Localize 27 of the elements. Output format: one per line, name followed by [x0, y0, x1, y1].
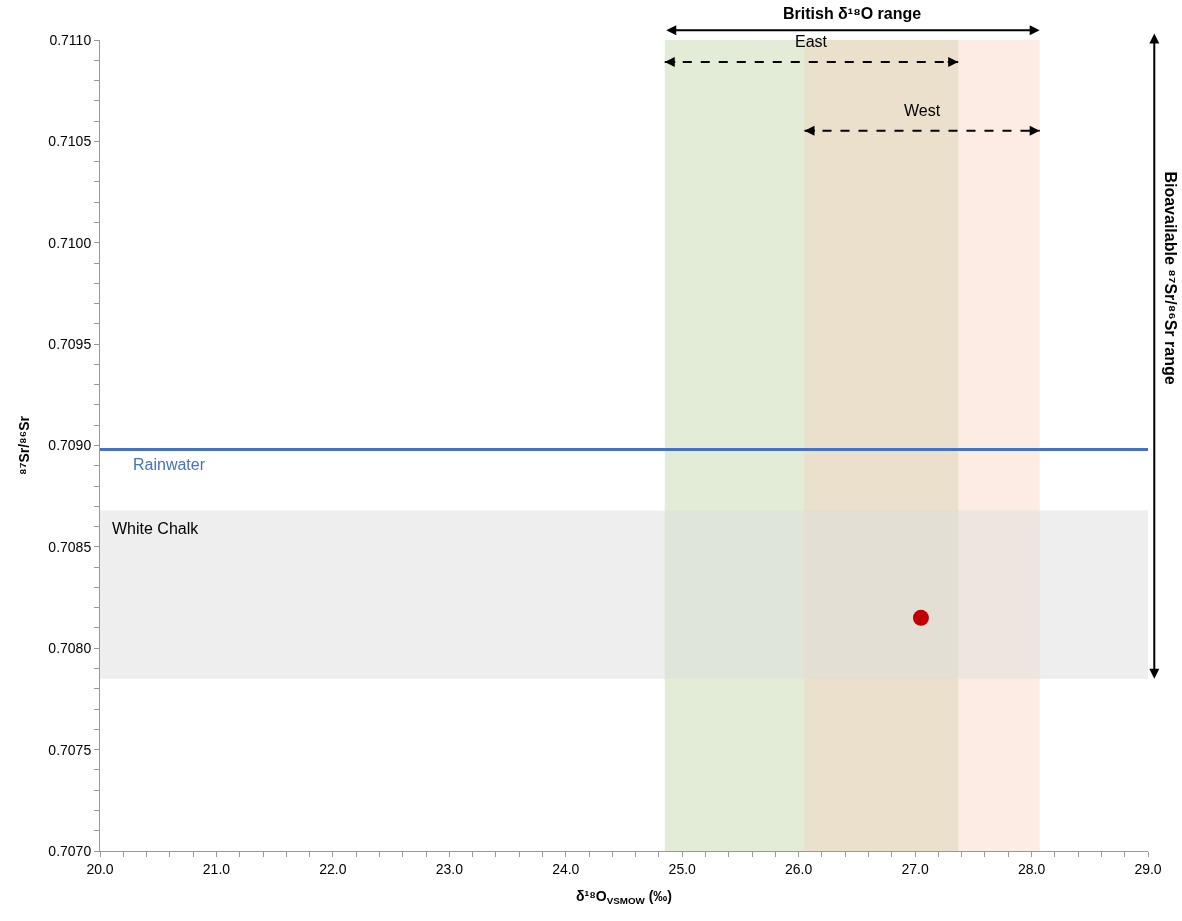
x-tick-label: 23.0 — [435, 860, 464, 877]
y-tick-label: 0.7105 — [48, 133, 92, 150]
x-axis-title: δ¹⁸O$_{VSMOW}$ (‰) — [576, 888, 672, 907]
y-tick-label: 0.7090 — [48, 437, 92, 454]
y-tick-label: 0.7080 — [48, 640, 92, 657]
x-tick-label: 27.0 — [901, 860, 929, 877]
ref-line-label: Rainwater — [133, 456, 206, 473]
x-tick-label: 28.0 — [1017, 860, 1046, 877]
x-tick-label: 21.0 — [202, 860, 231, 877]
y-tick-label: 0.7070 — [48, 842, 92, 859]
chart-title: British δ¹⁸O range — [783, 5, 922, 22]
y-tick-label: 0.7085 — [48, 538, 92, 555]
band-label: West — [904, 102, 941, 119]
x-tick-label: 24.0 — [552, 860, 580, 877]
text: Bioavailable ⁸⁷Sr/⁸⁶Sr range — [1162, 171, 1180, 385]
y-tick-label: 0.7095 — [48, 336, 92, 353]
band-label: White Chalk — [112, 520, 200, 537]
x-tick-label: 22.0 — [319, 860, 347, 877]
y-tick-label: 0.7075 — [48, 741, 92, 758]
x-tick-label: 20.0 — [86, 860, 114, 877]
y-tick-label: 0.7110 — [49, 31, 92, 48]
x-tick-label: 29.0 — [1134, 860, 1162, 877]
x-tick-label: 26.0 — [785, 860, 813, 877]
y-tick-label: 0.7100 — [48, 234, 92, 251]
y-axis-title: ⁸⁷Sr/⁸⁶Sr — [15, 415, 32, 475]
x-tick-label: 25.0 — [668, 860, 697, 877]
band-label: East — [795, 33, 828, 50]
